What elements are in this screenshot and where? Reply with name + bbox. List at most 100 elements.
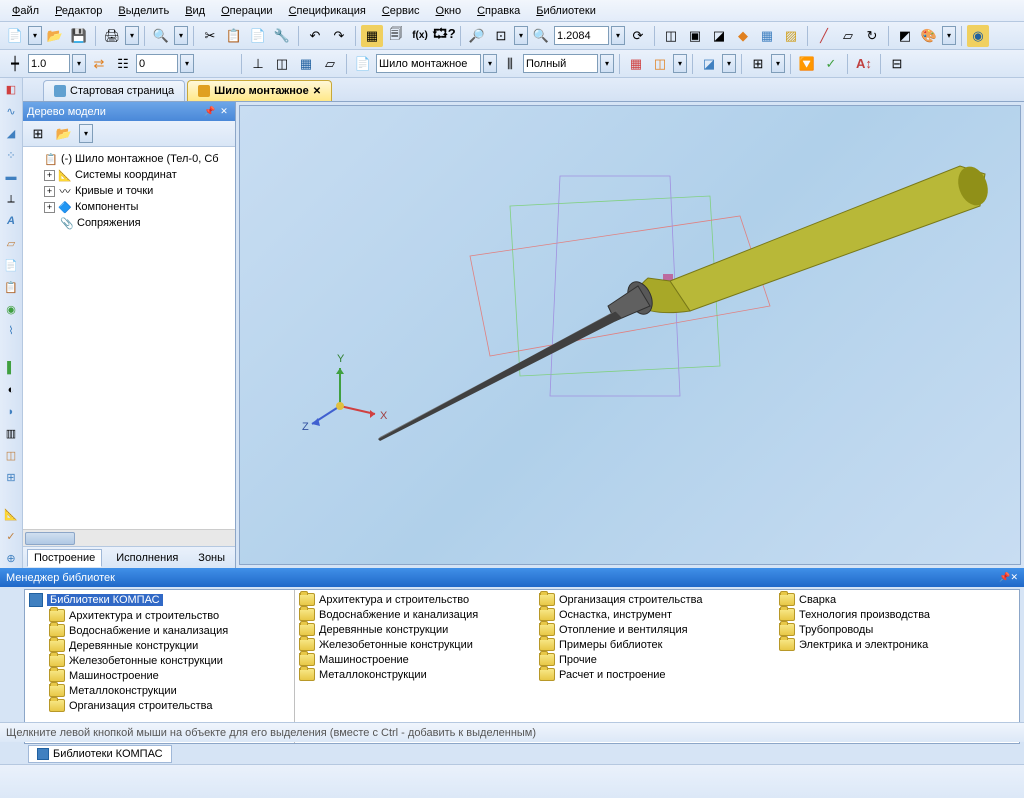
undo-icon[interactable]: ↶ [304,25,326,47]
layers-icon[interactable]: ☷ [112,53,134,75]
doc-type-icon[interactable]: 📄 [352,53,374,75]
tool-icon[interactable]: 🔧 [271,25,293,47]
zoom-window-icon[interactable]: 🔍 [530,25,552,47]
cube-icon[interactable]: ◫ [660,25,682,47]
library-list[interactable]: Архитектура и строительствоВодоснабжение… [295,590,1019,743]
menu-item[interactable]: Спецификация [281,2,374,20]
dropdown-icon[interactable]: ▾ [483,54,497,73]
library-item[interactable]: Расчет и построение [537,667,777,682]
library-tab[interactable]: Библиотеки КОМПАС [28,745,172,763]
dropdown-icon[interactable]: ▾ [79,124,93,143]
line-style-icon[interactable]: ┿ [4,53,26,75]
document-tab[interactable]: Стартовая страница [43,80,185,101]
zoom-input[interactable] [554,26,609,45]
library-item[interactable]: Машиностроение [297,652,537,667]
library-folder[interactable]: Архитектура и строительство [27,608,292,623]
tree-node[interactable]: +📐Системы координат [25,167,233,183]
library-item[interactable]: Водоснабжение и канализация [297,607,537,622]
style-select[interactable] [523,54,598,73]
tree-node[interactable]: +🔷Компоненты [25,199,233,215]
dropdown-icon[interactable]: ▾ [771,54,785,73]
cube3-icon[interactable]: ◪ [708,25,730,47]
3d-viewport[interactable]: X Y Z [239,105,1021,565]
help-icon[interactable]: ⮔? [433,25,455,47]
tree-node[interactable]: +〰Кривые и точки [25,183,233,199]
sheet2-icon[interactable]: 📄 [2,256,21,275]
copy-icon[interactable]: 📋 [223,25,245,47]
library-item[interactable]: Деревянные конструкции [297,622,537,637]
redo-icon[interactable]: ↷ [328,25,350,47]
loft-icon[interactable]: ▥ [2,424,21,443]
edge-icon[interactable]: ◢ [2,124,21,143]
text-icon[interactable]: A↕ [853,53,875,75]
close-icon[interactable]: ✕ [313,86,321,97]
plane-icon[interactable]: ▱ [837,25,859,47]
extra-icon[interactable]: ◉ [967,25,989,47]
library-folder[interactable]: Водоснабжение и канализация [27,623,292,638]
dropdown-icon[interactable]: ▾ [600,54,614,73]
expander-icon[interactable]: + [44,170,55,181]
fx-icon[interactable]: f(x) [409,25,431,47]
mate-icon[interactable]: ⊕ [2,549,21,568]
cut-icon[interactable]: ✂ [199,25,221,47]
face-icon[interactable]: ▬ [2,168,21,187]
spline-icon[interactable]: ⌇ [2,321,21,340]
cube2-icon[interactable]: ▣ [684,25,706,47]
swap-icon[interactable]: ⇄ [88,53,110,75]
pattern-icon[interactable]: ⊞ [2,468,21,487]
library-item[interactable]: Железобетонные конструкции [297,637,537,652]
dropdown-icon[interactable]: ▾ [174,26,188,45]
library-folder[interactable]: Деревянные конструкции [27,638,292,653]
shade-icon[interactable]: ▦ [756,25,778,47]
library-folder[interactable]: Железобетонные конструкции [27,653,292,668]
library-item[interactable]: Трубопроводы [777,622,1017,637]
menu-item[interactable]: Справка [469,2,528,20]
refresh-icon[interactable]: ⟳ [627,25,649,47]
library-item[interactable]: Технология производства [777,607,1017,622]
snap-icon[interactable]: ◫ [271,53,293,75]
measure-icon[interactable]: 📐 [2,505,21,524]
tree-node[interactable]: 📋(-) Шило монтажное (Тел-0, Сб [25,151,233,167]
section-icon[interactable]: ◩ [894,25,916,47]
menu-item[interactable]: Файл [4,2,47,20]
dropdown-icon[interactable]: ▾ [722,54,736,73]
library-root[interactable]: Библиотеки КОМПАС [27,592,292,608]
menu-item[interactable]: Редактор [47,2,110,20]
text2-icon[interactable]: A [2,212,21,231]
dropdown-icon[interactable]: ▾ [942,26,956,45]
dropdown-icon[interactable]: ▾ [611,26,625,45]
library-item[interactable]: Металлоконструкции [297,667,537,682]
clipboard-icon[interactable]: 📋 [2,278,21,297]
library-folder[interactable]: Машиностроение [27,668,292,683]
dim-icon[interactable]: ⟂ [2,190,21,209]
library-item[interactable]: Сварка [777,592,1017,607]
blue-cube-icon[interactable]: ◪ [698,53,720,75]
menu-item[interactable]: Операции [213,2,280,20]
library-tree[interactable]: Библиотеки КОМПАСАрхитектура и строитель… [25,590,295,743]
menu-item[interactable]: Сервис [374,2,428,20]
library-item[interactable]: Архитектура и строительство [297,592,537,607]
expander-icon[interactable]: + [44,202,55,213]
dropdown-icon[interactable]: ▾ [180,54,194,73]
axis-icon[interactable]: ╱ [813,25,835,47]
pin-icon[interactable]: 📌 [203,105,217,119]
library-item[interactable]: Отопление и вентиляция [537,622,777,637]
dropdown-icon[interactable]: ▾ [28,26,42,45]
library-folder[interactable]: Организация строительства [27,698,292,713]
tree-node[interactable]: 📎Сопряжения [25,215,233,231]
wire-icon[interactable]: ▨ [780,25,802,47]
filter-icon[interactable]: 🔽 [796,53,818,75]
library-item[interactable]: Организация строительства [537,592,777,607]
menu-item[interactable]: Окно [428,2,470,20]
check-icon[interactable]: ✓ [2,527,21,546]
dropdown-icon[interactable]: ▾ [673,54,687,73]
ortho-icon[interactable]: ⊥ [247,53,269,75]
rotate-icon[interactable]: ↻ [861,25,883,47]
sheet-icon[interactable]: ▦ [361,25,383,47]
select-icon[interactable]: ◧ [2,80,21,99]
tree-tab[interactable]: Зоны [192,550,231,566]
zoom-in-icon[interactable]: 🔎 [466,25,488,47]
thickness-input[interactable] [28,54,70,73]
document-select[interactable] [376,54,481,73]
print-icon[interactable]: 🖨 [101,25,123,47]
